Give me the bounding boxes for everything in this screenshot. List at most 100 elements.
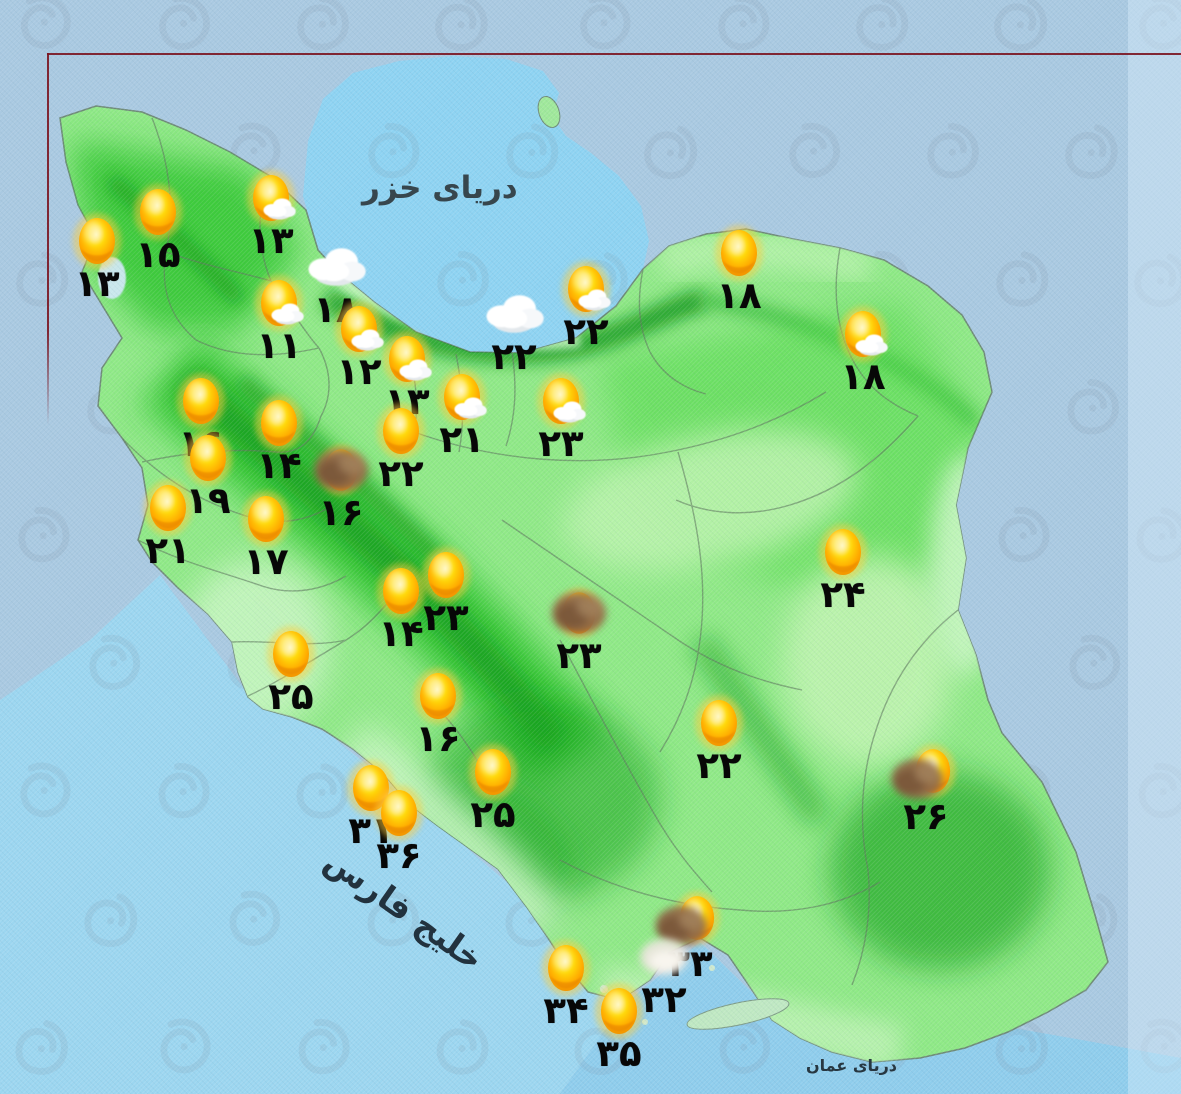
sun-behind-cloud-icon <box>548 259 624 319</box>
temperature-label: ۲۶ <box>903 795 949 838</box>
temperature-label: ۲۱ <box>439 418 485 461</box>
temperature-label: ۲۳ <box>556 634 602 677</box>
temperature-label: ۲۱ <box>145 529 191 572</box>
weather-station: ۲۳ <box>408 545 484 639</box>
sun-icon <box>163 371 239 431</box>
weather-station: ۲۴ <box>805 522 881 616</box>
temperature-label: ۱۳ <box>248 219 294 262</box>
weather-station: ۲۲ <box>681 693 757 787</box>
temperature-label: ۲۵ <box>470 793 516 836</box>
sun-icon <box>681 693 757 753</box>
sun-behind-cloud-icon <box>369 329 445 389</box>
temperature-label: ۳۵ <box>596 1032 642 1075</box>
weather-station: ۱۶ <box>163 371 239 465</box>
temperature-label: ۲۲ <box>563 310 609 353</box>
temperature-label: ۱۱ <box>256 324 302 367</box>
sun-icon <box>241 393 317 453</box>
sun-with-dust-icon <box>888 744 964 804</box>
weather-station: ۳۵ <box>581 981 657 1075</box>
temperature-label: ۳۳ <box>667 942 713 985</box>
weather-station: ۱۱ <box>241 273 317 367</box>
temperature-label: ۲۴ <box>820 573 866 616</box>
weather-station: ۲۲ <box>548 259 624 353</box>
weather-station: ۲۱ <box>424 367 500 461</box>
temperature-label: ۱۳ <box>74 262 120 305</box>
temperature-label: ۲۲ <box>491 335 537 378</box>
weather-station: ۲۶ <box>888 744 964 838</box>
weather-station: ۲۵ <box>253 624 329 718</box>
sun-icon <box>363 561 439 621</box>
gulf-islet <box>642 1019 648 1025</box>
temperature-label: ۲۳ <box>538 422 584 465</box>
sun-icon <box>228 489 304 549</box>
sun-icon <box>363 401 439 461</box>
sun-icon <box>333 758 409 818</box>
weather-station: ۲۲ <box>363 401 439 495</box>
frame-border-top <box>47 53 1181 55</box>
sun-behind-cloud-icon <box>825 304 901 364</box>
sun-icon <box>361 783 437 843</box>
persian-gulf-water <box>0 575 622 1094</box>
sun-icon <box>400 666 476 726</box>
temperature-label: ۱۶ <box>318 491 364 534</box>
gulf-islet <box>709 965 715 971</box>
haze-icon <box>626 927 702 987</box>
weather-station: ۱۳ <box>233 168 309 262</box>
sun-icon <box>59 211 135 271</box>
qeshm-island <box>686 998 790 1030</box>
temperature-label: ۱۸ <box>716 274 762 317</box>
sun-icon <box>805 522 881 582</box>
temperature-label: ۱۶ <box>415 717 461 760</box>
weather-station: ۱۷ <box>228 489 304 583</box>
weather-station: ۱۹ <box>170 428 246 522</box>
temperature-label: ۳۲ <box>641 978 687 1021</box>
islands <box>537 96 790 1030</box>
temperature-label: ۲۵ <box>268 675 314 718</box>
sun-behind-cloud-icon <box>321 299 397 359</box>
temperature-label: ۲۲ <box>378 452 424 495</box>
weather-station: ۱۸ <box>298 237 374 328</box>
weather-station: ۲۵ <box>455 742 531 836</box>
temperature-label: ۱۶ <box>178 422 224 465</box>
temperature-label: ۲۲ <box>696 744 742 787</box>
weather-station: ۲۳ <box>523 371 599 465</box>
sun-with-dust-icon <box>652 891 728 951</box>
temperature-label: ۱۳ <box>384 380 430 423</box>
temperature-label: ۲۳ <box>423 596 469 639</box>
caspian-islet <box>537 96 561 128</box>
weather-station: ۱۲ <box>321 299 397 393</box>
weather-station: ۲۳ <box>541 583 617 677</box>
cloud-icon <box>476 284 552 344</box>
temperature-label: ۳۴ <box>543 989 589 1032</box>
sun-icon <box>130 478 206 538</box>
temperature-label: ۱۴ <box>256 444 302 487</box>
sun-icon <box>528 938 604 998</box>
temperature-label: ۱۲ <box>336 350 382 393</box>
oman-sea-water <box>560 942 1181 1094</box>
weather-station: ۲۱ <box>130 478 206 572</box>
weather-station: ۱۸ <box>825 304 901 395</box>
weather-station: ۱۴ <box>363 561 439 652</box>
temperature-label: ۱۹ <box>185 479 231 522</box>
dust-storm-icon <box>541 583 617 643</box>
weather-station: ۱۸ <box>701 223 777 317</box>
sun-behind-cloud-icon <box>523 371 599 431</box>
sun-icon <box>701 223 777 283</box>
weather-station: ۱۶ <box>400 666 476 760</box>
weather-station: ۱۴ <box>241 393 317 487</box>
weather-station: ۱۵ <box>120 182 196 273</box>
weather-station: ۳۲ <box>626 927 702 1021</box>
sun-behind-cloud-icon <box>233 168 309 228</box>
cloud-icon <box>298 237 374 297</box>
weather-station: ۳۳ <box>652 891 728 985</box>
caspian-sea-label: دریای خزر <box>362 170 518 206</box>
sun-icon <box>120 182 196 242</box>
temperature-label: ۱۷ <box>243 540 289 583</box>
weather-station: ۳۱ <box>333 758 409 849</box>
sun-icon <box>455 742 531 802</box>
sun-behind-cloud-icon <box>241 273 317 333</box>
sun-icon <box>581 981 657 1041</box>
